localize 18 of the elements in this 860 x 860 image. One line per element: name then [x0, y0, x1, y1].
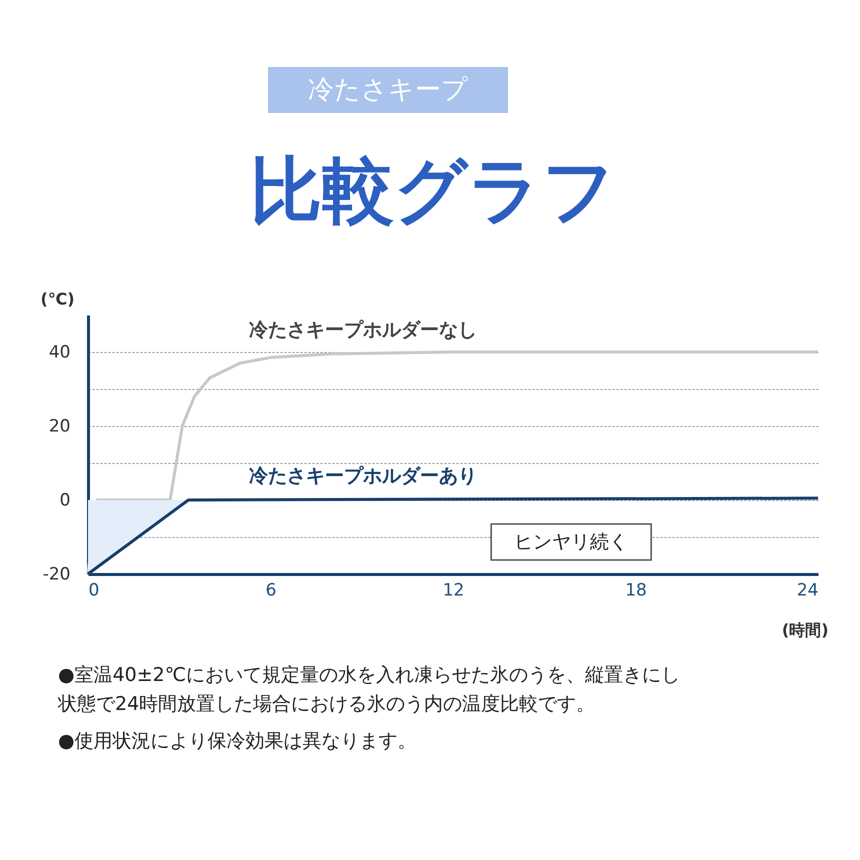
x-tick-label: 6: [266, 580, 276, 600]
chart-title: 比較グラフ: [250, 148, 616, 232]
x-axis-title: (時間): [782, 620, 828, 640]
annotation: ヒンヤリ続く: [514, 531, 628, 553]
y-axis-title: (℃): [40, 290, 74, 308]
chart-subtitle: 冷たさキープ: [308, 75, 468, 105]
series-label: 冷たさキープホルダーなし: [249, 319, 477, 341]
y-tick-label: -20: [42, 564, 70, 584]
series-label: 冷たさキープホルダーあり: [249, 465, 477, 488]
x-tick-label: 0: [88, 580, 100, 600]
x-tick-label: 24: [796, 580, 818, 600]
text: ●使用状況により保冷効果は異なります。: [58, 730, 417, 752]
x-tick-label: 18: [625, 580, 647, 600]
y-tick-label: 20: [48, 416, 70, 436]
y-tick-label: 40: [48, 342, 70, 362]
x-tick-label: 12: [442, 580, 464, 600]
y-tick-label: 0: [60, 490, 70, 510]
text: ●室温40±2℃において規定量の水を入れ凍らせた氷のうを、縦置きにし状態で24時間放置した場合における氷のう内の温度比較です。: [57, 664, 680, 715]
